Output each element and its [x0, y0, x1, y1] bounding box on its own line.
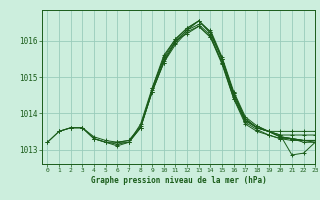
X-axis label: Graphe pression niveau de la mer (hPa): Graphe pression niveau de la mer (hPa) — [91, 176, 266, 185]
